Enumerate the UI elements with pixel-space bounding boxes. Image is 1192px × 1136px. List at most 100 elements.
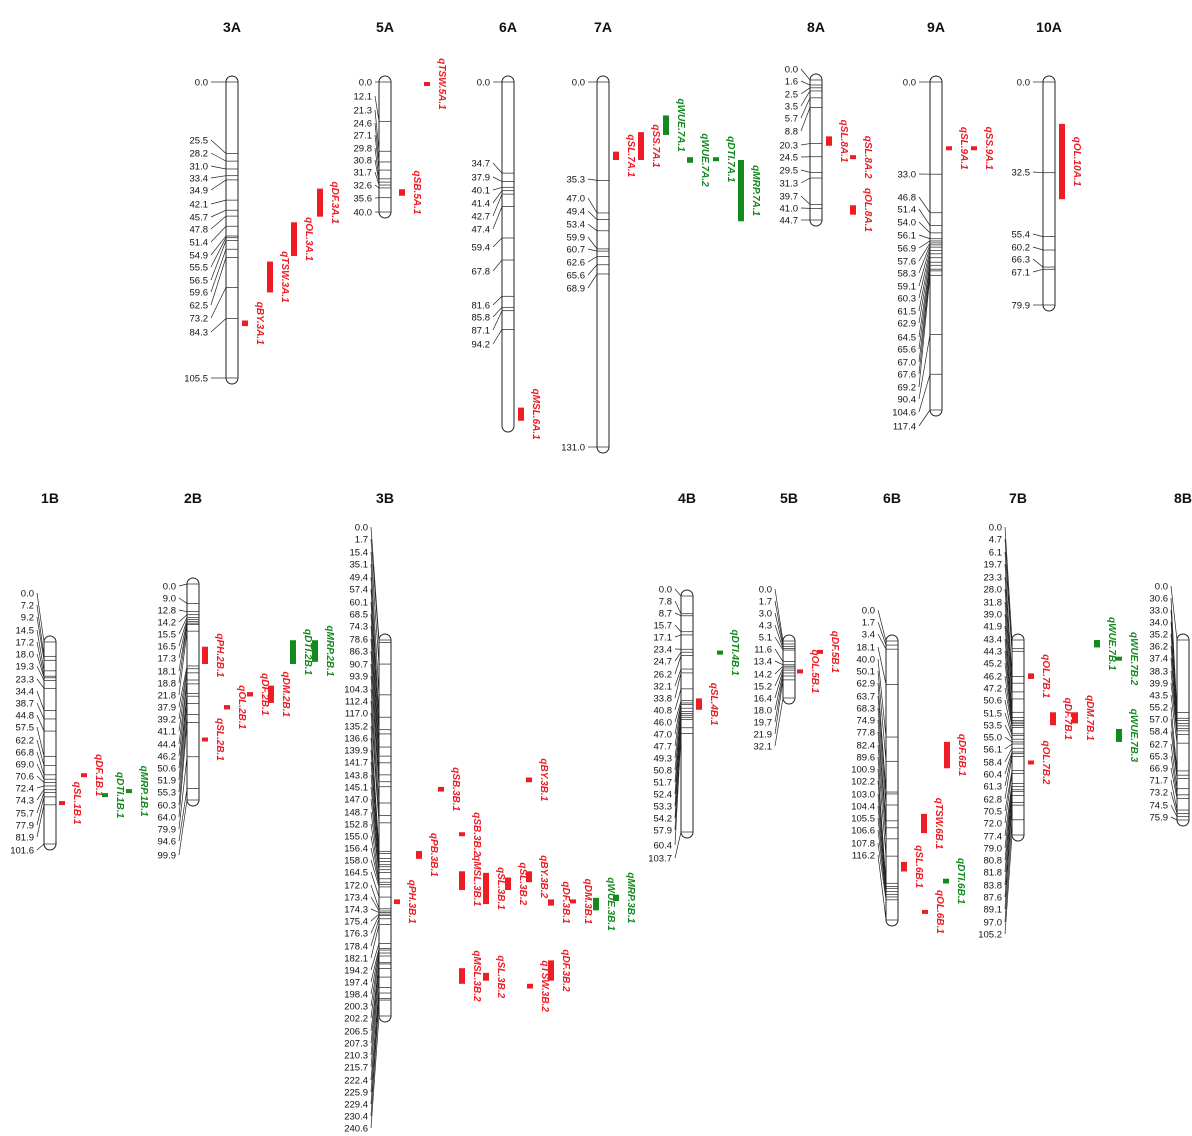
marker-connector [178,631,188,696]
marker-position-label: 17.1 [654,632,673,643]
chromosome-title: 6A [499,19,517,35]
marker-position-label: 74.5 [1150,800,1169,811]
marker-connector [370,884,380,909]
marker-connector [1004,712,1013,736]
marker-connector [374,171,380,186]
chromosome-2b: 2B 0.09.012.814.215.516.517.3 18.118.821.8… [158,490,336,861]
marker-position-label: 46.8 [898,192,917,203]
chromosome-7b: 7B0.04.76.119.723.328.031.839.041.943.44… [978,490,1139,940]
marker-position-label: 100.9 [851,764,875,775]
marker-position-label: 18.8 [158,678,177,689]
marker-position-label: 202.2 [344,1013,368,1024]
marker-position-label: 40.0 [857,654,876,665]
marker-position-label: 19.3 [16,661,35,672]
marker-connector [1004,773,1013,824]
marker-connector [1032,268,1044,273]
marker-position-label: 42.7 [472,211,491,222]
marker-connector [36,629,45,671]
marker-position-label: 0.0 [572,77,585,88]
marker-position-label: 58.3 [898,268,917,279]
chromosome-title: 9A [927,19,945,35]
qtl-label: qSL.2B.1 [214,718,225,761]
qtl-label: qDF.3B.2 [560,949,571,992]
chromosome-9a: 9A 0.0 33.0 46.851.4 54.0 56.1 56.9 57.658.3 59.… [892,19,994,432]
marker-position-label: 77.8 [857,727,876,738]
marker-connector [370,737,380,854]
marker-connector [370,700,380,816]
marker-connector [774,679,784,735]
qtl-label: qMSL.3B.2 [471,950,482,1002]
marker-position-label: 18.0 [16,649,35,660]
marker-position-label: 55.0 [984,732,1003,743]
qtl-label: qOL.7B.2 [1040,741,1051,785]
marker-position-label: 52.4 [654,789,673,800]
marker-position-label: 70.5 [984,806,1003,817]
qtl-label: qDF.5B.1 [829,631,840,674]
marker-position-label: 57.5 [16,722,35,733]
marker-connector [674,655,682,675]
marker-position-label: 67.6 [898,369,917,380]
marker-position-label: 50.6 [984,695,1003,706]
marker-connector [36,653,45,678]
marker-connector [492,176,503,182]
marker-connector [1170,779,1178,811]
marker-position-label: 35.2 [1150,629,1169,640]
chromosomes-layer: 3A 0.0 25.5 28.2 31.033.434.9 42.1 45.747.8 51.… [10,19,1192,1134]
marker-connector [370,811,380,873]
marker-connector [370,823,380,879]
marker-position-label: 141.7 [344,757,368,768]
chromosome-bar [1176,633,1190,827]
qtl-interval [613,151,619,161]
qtl-label: qSS.9A.1 [983,127,994,171]
chromosome-title: 2B [184,490,202,506]
qtl-label: qOL.5B.1 [809,649,820,693]
marker-connector [36,678,45,689]
qtl-label: qSL.8A.1 [838,120,849,163]
marker-position-label: 60.4 [654,840,673,851]
qtl-label: qSL.4B.1 [708,683,719,726]
marker-position-label: 8.8 [785,126,798,137]
marker-connector [1004,819,1013,923]
marker-position-label: 51.7 [654,777,673,788]
marker-position-label: 62.6 [567,257,586,268]
marker-connector [587,248,598,252]
marker-position-label: 15.5 [158,629,177,640]
qtl-label: qDF.6B.1 [956,734,967,777]
marker-connector [178,609,188,613]
marker-position-label: 74.3 [350,621,369,632]
qtl-label: qDTI.7A.1 [725,136,736,183]
marker-position-label: 155.0 [344,831,368,842]
marker-connector [1170,804,1178,817]
marker-position-label: 58.4 [984,757,1003,768]
marker-connector [492,296,503,306]
marker-connector [178,621,188,659]
qtl-interval [687,157,693,163]
marker-connector [1004,736,1013,743]
marker-position-label: 103.0 [851,789,875,800]
marker-connector [370,638,380,763]
qtl-interval [663,115,669,135]
marker-connector [178,623,188,672]
qtl-label: qWUE.7A.1 [675,99,686,153]
qtl-interval [424,82,430,86]
marker-position-label: 69.2 [898,382,917,393]
marker-position-label: 240.6 [344,1123,368,1134]
marker-position-label: 6.1 [989,547,1002,558]
qtl-label: qMRP.7A.1 [750,165,761,216]
marker-position-label: 152.8 [344,819,368,830]
marker-position-label: 197.4 [344,977,368,988]
chromosome-title: 7A [594,19,612,35]
marker-position-label: 54.9 [190,250,209,261]
marker-connector [918,244,931,274]
marker-position-label: 18.1 [857,642,876,653]
marker-position-label: 78.6 [350,634,369,645]
marker-connector [178,583,188,587]
qtl-label: qDF.3B.1 [560,881,571,924]
marker-connector [877,633,887,650]
marker-connector [1004,576,1013,684]
marker-position-label: 41.9 [984,621,1003,632]
marker-position-label: 31.3 [780,178,799,189]
marker-position-label: 49.4 [567,206,586,217]
qtl-interval [459,968,465,984]
marker-connector [918,242,931,262]
